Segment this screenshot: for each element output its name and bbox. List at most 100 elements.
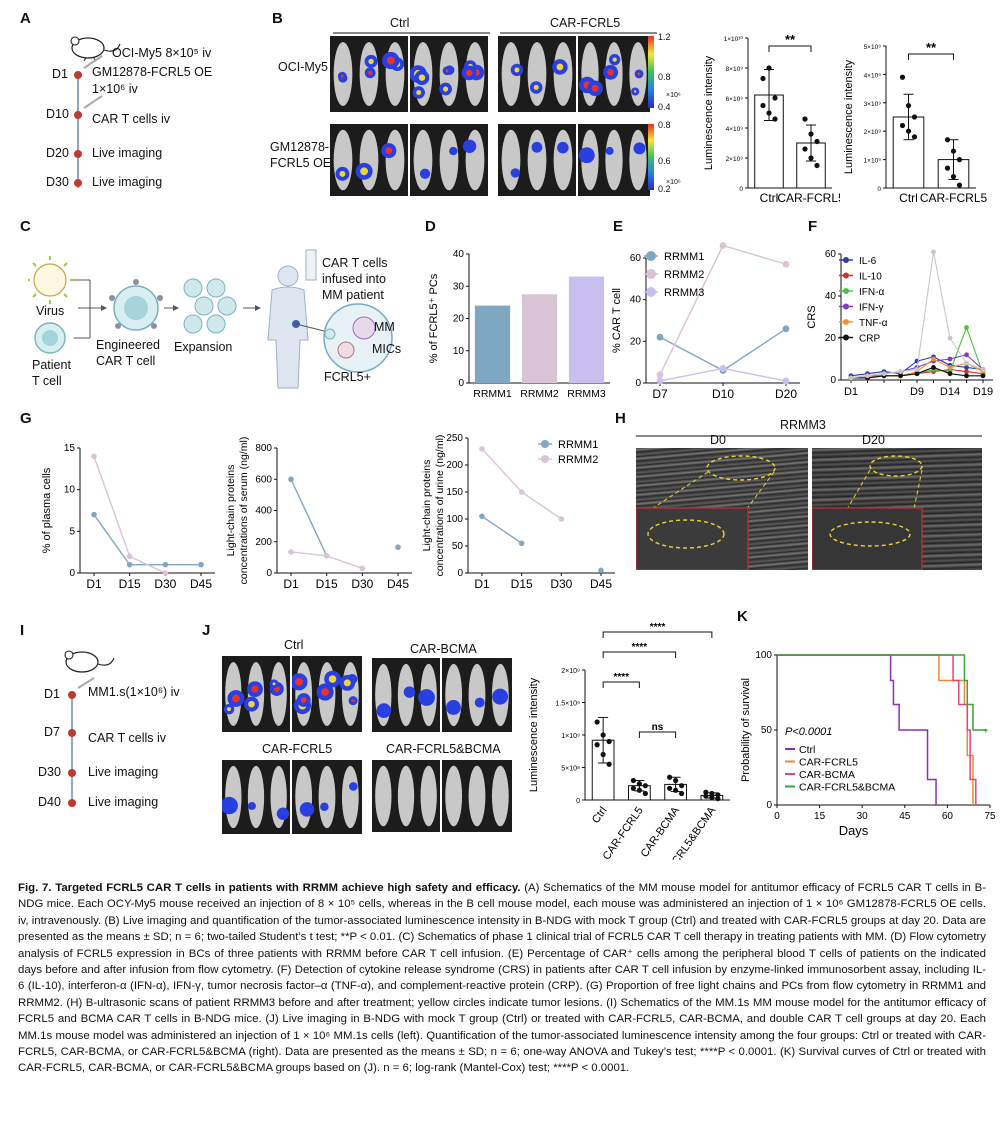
panel-label-c: C xyxy=(20,218,31,235)
virus-icon xyxy=(33,263,67,297)
y-tick-label: 20 xyxy=(825,333,837,344)
y-tick-label: 3×10⁹ xyxy=(864,101,882,108)
signal-hotspot xyxy=(445,69,449,73)
signal-spot xyxy=(247,801,256,811)
data-point xyxy=(899,122,906,129)
y-tick-label: 5×10⁸ xyxy=(561,766,580,773)
scale-max: 0.8 xyxy=(658,120,671,130)
mouse-body xyxy=(341,662,359,726)
panel-c-schematic: Virus Patient T cell Engineered CAR T ce… xyxy=(28,238,423,408)
j-label-both: CAR-FCRL5&BCMA xyxy=(386,742,501,756)
signal-hotspot xyxy=(637,72,641,76)
survival-curve xyxy=(777,654,937,805)
data-point xyxy=(630,785,636,791)
mouse-image xyxy=(330,124,408,196)
data-point xyxy=(766,110,772,116)
data-point xyxy=(905,103,912,109)
timeline-event: CAR T cells iv xyxy=(88,731,167,745)
timeline-event: Live imaging xyxy=(88,765,159,779)
legend-marker xyxy=(646,287,656,297)
mouse-image xyxy=(330,36,408,112)
x-tick-label: D1 xyxy=(283,577,299,591)
virus-label: Virus xyxy=(36,304,65,318)
signal-spot xyxy=(557,141,569,154)
y-tick-label: 8×10⁹ xyxy=(726,66,744,73)
row-label-ocimy5: OCI-My5 xyxy=(278,60,328,74)
group-label-car: CAR-FCRL5 xyxy=(550,16,621,30)
data-point xyxy=(667,785,673,791)
panel-label-k: K xyxy=(737,608,748,625)
y-tick-label: 0 xyxy=(458,378,464,389)
mouse-body xyxy=(445,663,463,727)
category-label: CAR-FCRL5 xyxy=(777,191,840,205)
data-point xyxy=(944,165,951,171)
y-tick-label: 1×10¹⁰ xyxy=(724,35,744,43)
y-tick-label: 10 xyxy=(64,485,76,496)
data-point xyxy=(956,182,963,188)
scale-unit: ×10⁶ xyxy=(666,179,681,186)
data-point xyxy=(656,377,664,385)
legend-label: IFN-α xyxy=(859,287,884,298)
data-point xyxy=(905,128,912,134)
scale-min: 0.4 xyxy=(658,102,671,112)
series-line xyxy=(93,514,201,566)
timeline-day: D30 xyxy=(46,175,69,189)
y-tick-label: 1×10⁹ xyxy=(561,733,580,740)
mouse-body xyxy=(491,765,509,827)
mouse-image xyxy=(442,658,512,732)
scale-bar-2: 0.8 0.6 0.2 ×10⁶ xyxy=(648,120,696,196)
signal-hotspot xyxy=(328,675,337,683)
scale-bar-1: 1.2 0.8 0.4 ×10⁶ xyxy=(648,32,696,112)
y-axis-label: Luminescence intensity xyxy=(528,677,540,792)
category-label: Ctrl xyxy=(760,191,779,205)
signal-hotspot xyxy=(339,170,346,177)
patient-icon xyxy=(267,265,309,389)
series-line xyxy=(291,479,398,556)
legend-marker xyxy=(646,251,656,261)
mouse-body xyxy=(385,129,405,191)
x-tick-label: D1 xyxy=(86,577,102,591)
category-label: Ctrl xyxy=(590,805,610,826)
signal-hotspot xyxy=(351,699,355,703)
data-point xyxy=(709,790,715,797)
panel-label-h: H xyxy=(615,410,626,427)
legend-marker xyxy=(541,440,549,448)
x-tick-label: 45 xyxy=(899,811,911,822)
survival-curve xyxy=(777,654,988,731)
y-tick-label: 0 xyxy=(830,375,836,386)
scale-mid: 0.8 xyxy=(658,72,671,82)
data-point xyxy=(947,365,953,370)
significance-label: **** xyxy=(632,642,648,653)
y-tick-label: 100 xyxy=(446,514,463,525)
signal-hotspot xyxy=(368,58,374,65)
data-point xyxy=(802,146,808,152)
x-tick-label: 15 xyxy=(814,811,826,822)
category-label: RRMM1 xyxy=(473,388,512,400)
signal-hotspot xyxy=(360,167,369,176)
mouse-body xyxy=(413,129,433,191)
y-axis-label: CRS xyxy=(806,305,818,328)
schematic-drawing xyxy=(28,249,393,389)
y-tick-label: 800 xyxy=(255,443,272,454)
data-point xyxy=(395,544,401,551)
legend-label: RRMM2 xyxy=(664,269,704,281)
signal-hotspot xyxy=(465,69,473,77)
y-tick-label: 40 xyxy=(825,291,837,302)
data-point xyxy=(964,365,969,370)
signal-hotspot xyxy=(633,90,637,93)
signal-spot xyxy=(276,807,290,820)
signal-hotspot xyxy=(272,682,276,686)
data-point xyxy=(606,761,612,767)
panel-label-j: J xyxy=(202,622,211,639)
y-tick-label: 250 xyxy=(446,433,463,444)
data-point xyxy=(594,719,600,725)
panel-a-timeline: OCI-My5 8×10⁵ iv GM12878-FCRL5 OE 1×10⁶ … xyxy=(30,28,260,198)
signal-hotspot xyxy=(591,84,599,92)
panel-label-b: B xyxy=(272,10,283,27)
signal-hotspot xyxy=(295,677,303,686)
ultrasound-bracket xyxy=(636,435,982,437)
legend-label: IL-10 xyxy=(859,272,882,283)
mouse-body xyxy=(605,129,623,191)
signal-spot xyxy=(605,146,614,155)
data-point xyxy=(964,352,969,358)
